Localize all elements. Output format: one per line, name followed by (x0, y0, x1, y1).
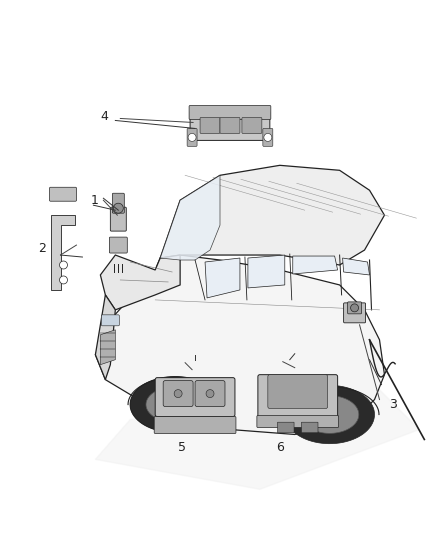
Text: 4: 4 (100, 110, 108, 123)
Text: 1: 1 (91, 193, 99, 207)
FancyBboxPatch shape (189, 106, 271, 119)
Polygon shape (131, 377, 220, 432)
FancyBboxPatch shape (155, 378, 235, 416)
FancyBboxPatch shape (220, 117, 240, 133)
Circle shape (206, 390, 214, 398)
FancyBboxPatch shape (268, 375, 328, 409)
Text: 3: 3 (389, 398, 397, 411)
Circle shape (264, 133, 272, 141)
FancyBboxPatch shape (257, 416, 339, 427)
FancyBboxPatch shape (187, 128, 197, 147)
FancyBboxPatch shape (301, 422, 318, 433)
Polygon shape (160, 175, 220, 260)
Polygon shape (131, 377, 220, 432)
Circle shape (60, 276, 67, 284)
Polygon shape (95, 295, 115, 379)
Polygon shape (50, 215, 75, 290)
Polygon shape (205, 258, 240, 298)
Polygon shape (293, 256, 338, 274)
Polygon shape (285, 385, 374, 443)
Polygon shape (146, 386, 204, 423)
Polygon shape (100, 330, 115, 365)
Circle shape (188, 133, 196, 141)
FancyBboxPatch shape (258, 375, 338, 418)
Circle shape (113, 203, 124, 213)
FancyBboxPatch shape (263, 128, 273, 147)
Polygon shape (100, 255, 180, 310)
FancyBboxPatch shape (110, 237, 127, 253)
FancyBboxPatch shape (112, 193, 124, 213)
FancyBboxPatch shape (343, 303, 366, 323)
FancyBboxPatch shape (163, 381, 193, 407)
Circle shape (60, 261, 67, 269)
Text: 6: 6 (276, 441, 284, 454)
FancyBboxPatch shape (110, 207, 126, 231)
FancyBboxPatch shape (200, 117, 220, 133)
Polygon shape (95, 255, 385, 434)
Polygon shape (343, 258, 370, 275)
FancyBboxPatch shape (154, 416, 236, 433)
Polygon shape (300, 395, 359, 433)
FancyBboxPatch shape (190, 110, 270, 140)
FancyBboxPatch shape (348, 302, 361, 314)
Polygon shape (160, 165, 385, 265)
Text: 5: 5 (178, 441, 186, 454)
Polygon shape (95, 390, 419, 489)
FancyBboxPatch shape (195, 381, 225, 407)
Circle shape (174, 390, 182, 398)
Circle shape (350, 304, 359, 312)
FancyBboxPatch shape (242, 117, 262, 133)
FancyBboxPatch shape (101, 315, 119, 326)
FancyBboxPatch shape (49, 187, 77, 201)
FancyBboxPatch shape (278, 422, 294, 433)
Polygon shape (248, 255, 285, 288)
Text: 2: 2 (39, 241, 46, 255)
